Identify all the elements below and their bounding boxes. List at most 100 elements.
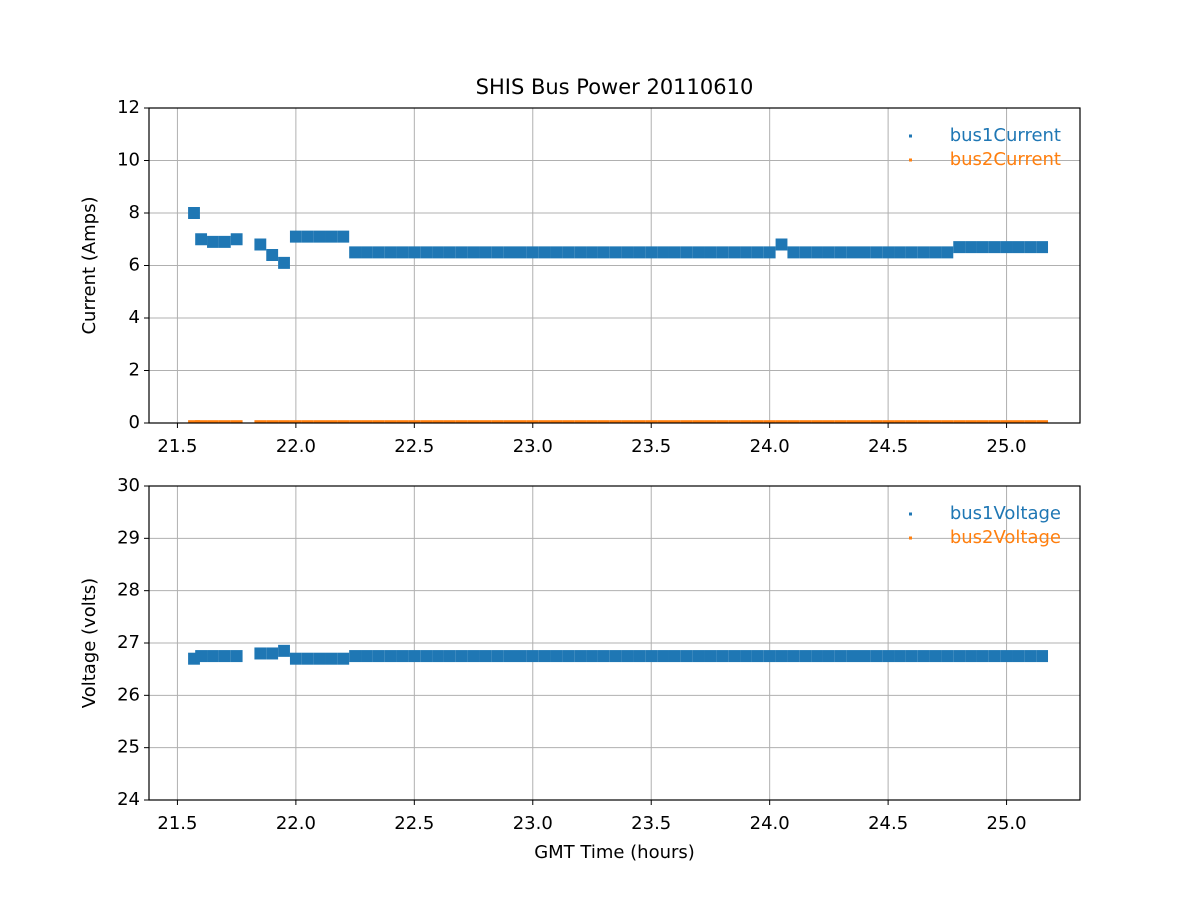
- point: [574, 246, 587, 259]
- point: [668, 246, 681, 259]
- point: [301, 420, 314, 424]
- point: [188, 652, 200, 665]
- y-tick-label: 29: [117, 527, 140, 548]
- x-tick-label: 22.5: [394, 436, 434, 457]
- y-tick-label: 2: [129, 360, 140, 381]
- point: [313, 420, 326, 424]
- point: [858, 650, 871, 663]
- point: [218, 650, 231, 663]
- point: [562, 420, 575, 424]
- point: [621, 650, 634, 663]
- point: [361, 420, 373, 424]
- point: [870, 246, 883, 259]
- point: [811, 650, 823, 663]
- x-tick-label: 25.0: [987, 813, 1027, 834]
- point: [894, 650, 906, 663]
- x-axis-label: GMT Time (hours): [534, 842, 695, 863]
- point: [408, 650, 421, 663]
- point: [775, 650, 788, 663]
- point: [301, 652, 314, 665]
- point: [633, 246, 646, 259]
- point: [420, 650, 433, 663]
- point: [929, 246, 942, 259]
- legend-label: bus1Voltage: [950, 503, 1061, 524]
- point: [1036, 241, 1049, 254]
- point: [976, 241, 989, 254]
- point: [976, 420, 989, 424]
- point: [337, 230, 350, 243]
- point: [621, 420, 634, 424]
- point: [751, 420, 764, 424]
- point: [633, 650, 646, 663]
- point: [953, 650, 966, 663]
- point: [799, 420, 812, 424]
- point: [432, 246, 444, 259]
- point: [645, 246, 658, 259]
- legend-marker: [909, 512, 912, 516]
- point: [361, 246, 373, 259]
- point: [443, 246, 456, 259]
- y-tick-label: 12: [117, 97, 140, 118]
- point: [692, 246, 705, 259]
- point: [408, 246, 421, 259]
- point: [1036, 650, 1049, 663]
- point: [1012, 650, 1025, 663]
- point: [609, 246, 622, 259]
- point: [432, 650, 444, 663]
- y-tick-label: 28: [117, 580, 140, 601]
- y-tick-label: 25: [117, 737, 140, 758]
- point: [313, 230, 326, 243]
- point: [301, 230, 314, 243]
- point: [207, 650, 219, 663]
- point: [396, 246, 409, 259]
- point: [763, 650, 776, 663]
- point: [515, 246, 527, 259]
- point: [503, 420, 516, 424]
- point: [905, 420, 918, 424]
- point: [680, 246, 693, 259]
- point: [597, 246, 610, 259]
- point: [349, 420, 362, 424]
- x-tick-label: 23.0: [513, 813, 553, 834]
- point: [443, 650, 456, 663]
- point: [420, 246, 433, 259]
- point: [953, 420, 966, 424]
- point: [633, 420, 646, 424]
- point: [384, 650, 397, 663]
- point: [882, 246, 895, 259]
- point: [657, 420, 669, 424]
- point: [325, 420, 338, 424]
- point: [325, 652, 338, 665]
- point: [704, 650, 717, 663]
- point: [917, 246, 930, 259]
- x-tick-label: 23.5: [631, 813, 671, 834]
- point: [455, 246, 468, 259]
- point: [526, 650, 539, 663]
- point: [775, 238, 788, 251]
- x-tick-label: 24.0: [750, 813, 790, 834]
- series: [188, 644, 1049, 665]
- point: [657, 650, 669, 663]
- point: [763, 246, 776, 259]
- legend-marker: [909, 158, 912, 162]
- point: [668, 420, 681, 424]
- point: [905, 650, 918, 663]
- axes-frame: [148, 107, 1081, 424]
- point: [870, 420, 883, 424]
- x-tick-label: 23.0: [513, 436, 553, 457]
- point: [278, 420, 290, 424]
- point: [929, 650, 942, 663]
- point: [763, 420, 776, 424]
- legend-label: bus2Voltage: [950, 527, 1061, 548]
- point: [562, 650, 575, 663]
- y-tick-label: 4: [129, 307, 140, 328]
- point: [538, 650, 551, 663]
- point: [586, 650, 598, 663]
- x-tick-label: 24.5: [868, 813, 908, 834]
- point: [787, 246, 800, 259]
- point: [597, 420, 610, 424]
- point: [455, 420, 468, 424]
- x-tick-label: 21.5: [157, 436, 197, 457]
- point: [384, 420, 397, 424]
- point: [728, 650, 741, 663]
